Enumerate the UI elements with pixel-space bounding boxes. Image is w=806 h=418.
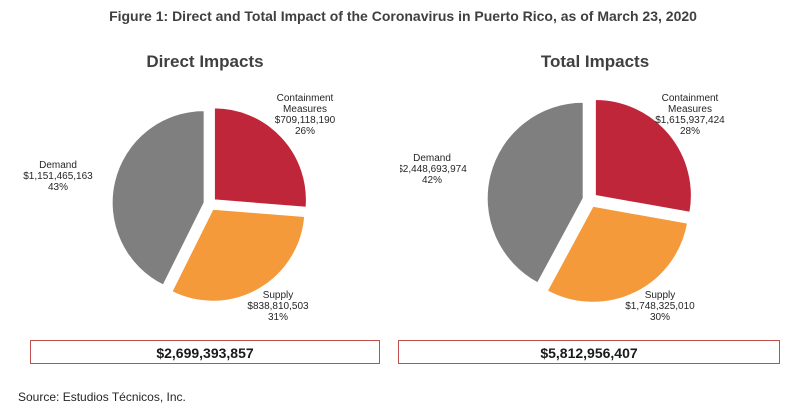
slice-name-text: Demand — [39, 160, 77, 171]
figure-title: Figure 1: Direct and Total Impact of the… — [109, 8, 697, 24]
containment-slice — [594, 99, 692, 213]
slice-name-text: Supply — [263, 290, 294, 301]
slice-value-text: $709,118,190 — [275, 115, 336, 126]
slice-percent-text: 26% — [295, 126, 315, 137]
slice-name-text: Measures — [668, 104, 712, 115]
supply-slice — [546, 205, 689, 303]
total-impacts-title: Total Impacts — [540, 52, 650, 71]
total-impacts-panel: Total Impacts Containment Measures $1,615,… — [400, 40, 790, 370]
slice-percent-text: 42% — [422, 175, 442, 186]
slice-percent-text: 43% — [48, 182, 68, 193]
slice-name-text: Supply — [645, 290, 676, 301]
direct-impacts-total: $2,699,393,857 — [30, 340, 380, 364]
direct-impacts-panel: Direct Impacts Containment Measures $709,1… — [10, 40, 400, 370]
supply-slice — [171, 208, 306, 302]
source-note: Source: Estudios Técnicos, Inc. — [18, 390, 186, 404]
direct-impacts-title: Direct Impacts — [146, 52, 264, 71]
slice-value-text: $1,151,465,163 — [23, 171, 93, 182]
demand-slice — [486, 101, 584, 284]
slice-percent-text: 28% — [680, 126, 700, 137]
slice-value-text: $838,810,503 — [247, 301, 309, 312]
slice-percent-text: 31% — [268, 312, 288, 323]
slice-value-text: $1,615,937,424 — [655, 115, 725, 126]
slice-name-text: Demand — [413, 153, 451, 164]
slice-name-text: Containment — [277, 93, 334, 104]
slice-name-text: Containment — [662, 93, 719, 104]
slice-percent-text: 30% — [650, 312, 670, 323]
slice-value-text: $2,448,693,974 — [400, 164, 467, 175]
containment-slice — [213, 107, 307, 208]
demand-slice — [111, 110, 205, 286]
total-impacts-total: $5,812,956,407 — [398, 340, 780, 364]
slice-name-text: Measures — [283, 104, 327, 115]
slice-value-text: $1,748,325,010 — [625, 301, 695, 312]
